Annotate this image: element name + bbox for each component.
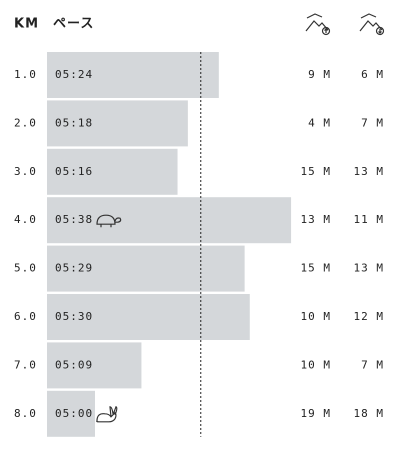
pace-bar (47, 294, 250, 340)
pace-label: 05:00 (55, 407, 93, 420)
pace-label: 05:24 (55, 68, 93, 81)
pace-bar (47, 52, 219, 98)
pace-bar (47, 148, 178, 195)
pace-bar (47, 390, 95, 437)
km-label: 8.0 (14, 407, 37, 420)
km-label: 4.0 (14, 213, 37, 226)
km-label: 1.0 (14, 68, 37, 81)
pace-label: 05:09 (55, 358, 93, 371)
turtle-icon (96, 214, 122, 228)
descent-icon (359, 13, 385, 36)
km-label: 5.0 (14, 262, 37, 275)
turtle-head (100, 217, 122, 228)
pace-label: 05:16 (55, 165, 93, 178)
pace-bar (47, 245, 245, 292)
rabbit-icon (96, 405, 118, 423)
pace-label: 05:30 (55, 310, 93, 323)
descent-label: 11 M (354, 213, 385, 226)
km-label: 2.0 (14, 116, 37, 129)
rabbit-body (96, 411, 117, 423)
ascent-label: 19 M (301, 407, 332, 420)
descent-label: 12 M (354, 310, 385, 323)
ascent-label: 15 M (301, 165, 332, 178)
pace-label: 05:29 (55, 262, 93, 275)
pace-bar (47, 100, 188, 147)
ascent-label: 10 M (301, 358, 332, 371)
ascent-label: 4 M (308, 116, 331, 129)
descent-label: 13 M (354, 262, 385, 275)
km-label: 6.0 (14, 310, 37, 323)
ascent-label: 10 M (301, 310, 332, 323)
km-label: 7.0 (14, 358, 37, 371)
ascent-label: 9 M (308, 68, 331, 81)
descent-label: 18 M (354, 407, 385, 420)
turtle-shell (96, 214, 116, 225)
pace-label: 05:18 (55, 116, 93, 129)
km-label: 3.0 (14, 165, 37, 178)
ascent-icon (305, 13, 331, 36)
km-header: KM (14, 17, 39, 32)
descent-label: 7 M (361, 358, 384, 371)
ascent-label: 13 M (301, 213, 332, 226)
descent-label: 7 M (361, 116, 384, 129)
ascent-label: 15 M (301, 262, 332, 275)
pace-header: ペース (53, 17, 94, 32)
pace-bar (47, 342, 142, 389)
descent-label: 6 M (361, 68, 384, 81)
descent-label: 13 M (354, 165, 385, 178)
pace-label: 05:38 (55, 213, 93, 226)
rabbit-ears (109, 405, 118, 417)
pace-bar (47, 197, 292, 244)
